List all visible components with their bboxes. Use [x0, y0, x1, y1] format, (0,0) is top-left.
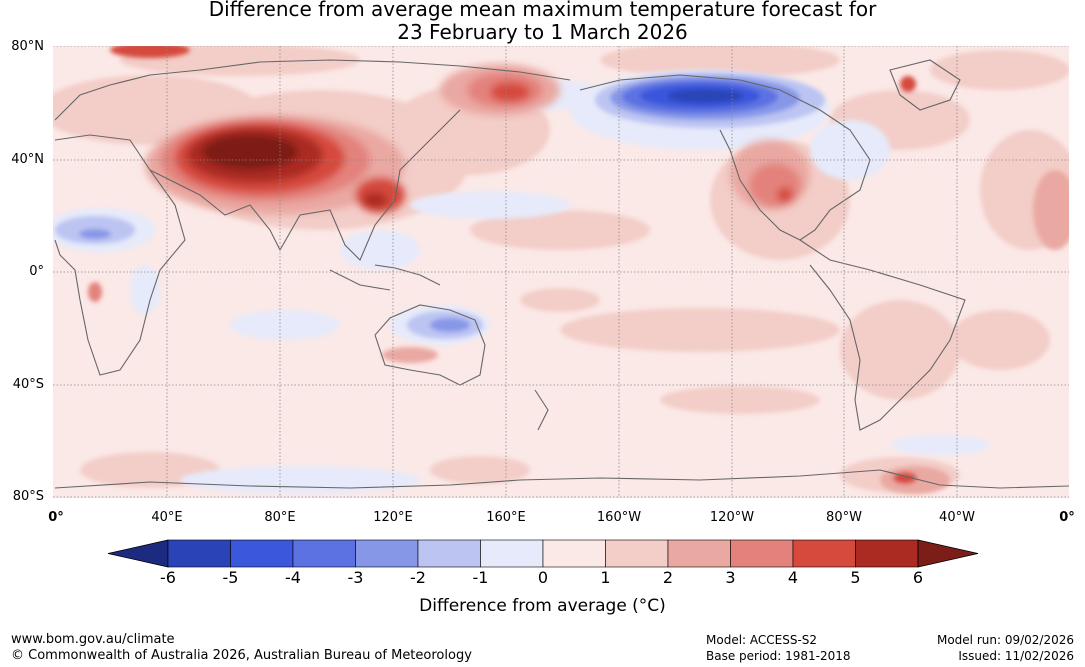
- map-title-line-2: 23 February to 1 March 2026: [397, 20, 688, 44]
- colorbar-tick-label: -1: [472, 568, 489, 587]
- colorbar-segment: [355, 539, 419, 568]
- colorbar-tick-label: -3: [347, 568, 364, 587]
- warm-anomaly-central-asia: [145, 115, 405, 215]
- graticule: [53, 46, 1069, 498]
- cold-anomaly-australia: [407, 311, 483, 339]
- footer-base-period: Base period: 1981-2018: [706, 649, 851, 663]
- lon-label-80e: 80°E: [264, 510, 296, 525]
- colorbar-tick-label: -2: [410, 568, 426, 587]
- coastlines: [54, 59, 1069, 489]
- footer-issued: Issued: 11/02/2026: [958, 649, 1074, 663]
- lon-label-0-left: 0°: [48, 510, 64, 525]
- warm-anomaly-north-america: [730, 140, 810, 210]
- colorbar-segment: [230, 539, 294, 568]
- colorbar-label: Difference from average (°C): [419, 596, 666, 616]
- footer-model-run: Model run: 09/02/2026: [936, 633, 1074, 647]
- colorbar-tick-label: 6: [912, 568, 924, 587]
- lat-label-40n: 40°N: [11, 152, 44, 167]
- warm-anomaly-east-siberia: [440, 64, 560, 116]
- cold-anomaly-west-africa: [55, 216, 135, 244]
- footer-copyright: © Commonwealth of Australia 2026, Austra…: [11, 648, 472, 663]
- colorbar-segment: [730, 539, 794, 568]
- colorbar-segment: [667, 539, 731, 568]
- lat-label-40s: 40°S: [12, 377, 44, 392]
- lon-label-80w: 80°W: [826, 510, 862, 525]
- colorbar-segment: [605, 539, 669, 568]
- lat-label-equator: 0°: [29, 264, 44, 279]
- lon-label-160e: 160°E: [486, 510, 526, 525]
- colorbar-tick-label: -5: [222, 568, 239, 587]
- colorbar-tick-label: 1: [600, 568, 611, 587]
- colorbar-tick-label: 0: [537, 568, 549, 587]
- cold-anomaly-north-pacific: [595, 72, 825, 128]
- colorbar-tick-label: 4: [787, 568, 799, 587]
- colorbar-segment: [792, 539, 856, 568]
- colorbar-segment: [167, 539, 231, 568]
- lon-label-120e: 120°E: [373, 510, 413, 525]
- colorbar-segment: [542, 539, 606, 568]
- colorbar-segment: [480, 539, 544, 568]
- colorbar-tick-label: 2: [662, 568, 674, 587]
- colorbar-segment: [292, 539, 356, 568]
- colorbar-extend-low: [107, 539, 169, 568]
- colorbar-segment: [417, 539, 481, 568]
- lat-label-80s: 80°S: [12, 489, 44, 504]
- warm-anomaly-minor-spots: [88, 46, 1069, 363]
- colorbar-tick-label: 5: [850, 568, 861, 587]
- lon-label-120w: 120°W: [709, 510, 755, 525]
- colorbar-extend-high: [917, 539, 979, 568]
- colorbar-tick-label: -6: [160, 568, 176, 587]
- lat-label-80n: 80°N: [11, 39, 44, 54]
- lon-label-40e: 40°E: [151, 510, 183, 525]
- colorbar-tick-label: -4: [285, 568, 301, 587]
- lon-label-160w: 160°W: [596, 510, 642, 525]
- map-title-line-1: Difference from average mean maximum tem…: [208, 0, 877, 21]
- footer-model: Model: ACCESS-S2: [706, 633, 818, 647]
- lon-label-40w: 40°W: [939, 510, 975, 525]
- lon-label-0-right: 0°: [1059, 510, 1075, 525]
- footer-url[interactable]: www.bom.gov.au/climate: [11, 632, 175, 647]
- colorbar-segment: [855, 539, 919, 568]
- colorbar-tick-label: 3: [725, 568, 736, 587]
